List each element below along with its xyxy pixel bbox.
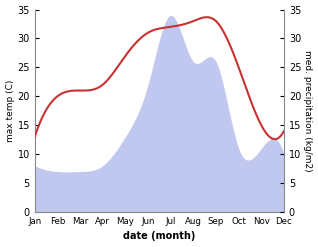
Y-axis label: med. precipitation (kg/m2): med. precipitation (kg/m2)	[303, 50, 313, 172]
X-axis label: date (month): date (month)	[123, 231, 196, 242]
Y-axis label: max temp (C): max temp (C)	[5, 80, 15, 142]
